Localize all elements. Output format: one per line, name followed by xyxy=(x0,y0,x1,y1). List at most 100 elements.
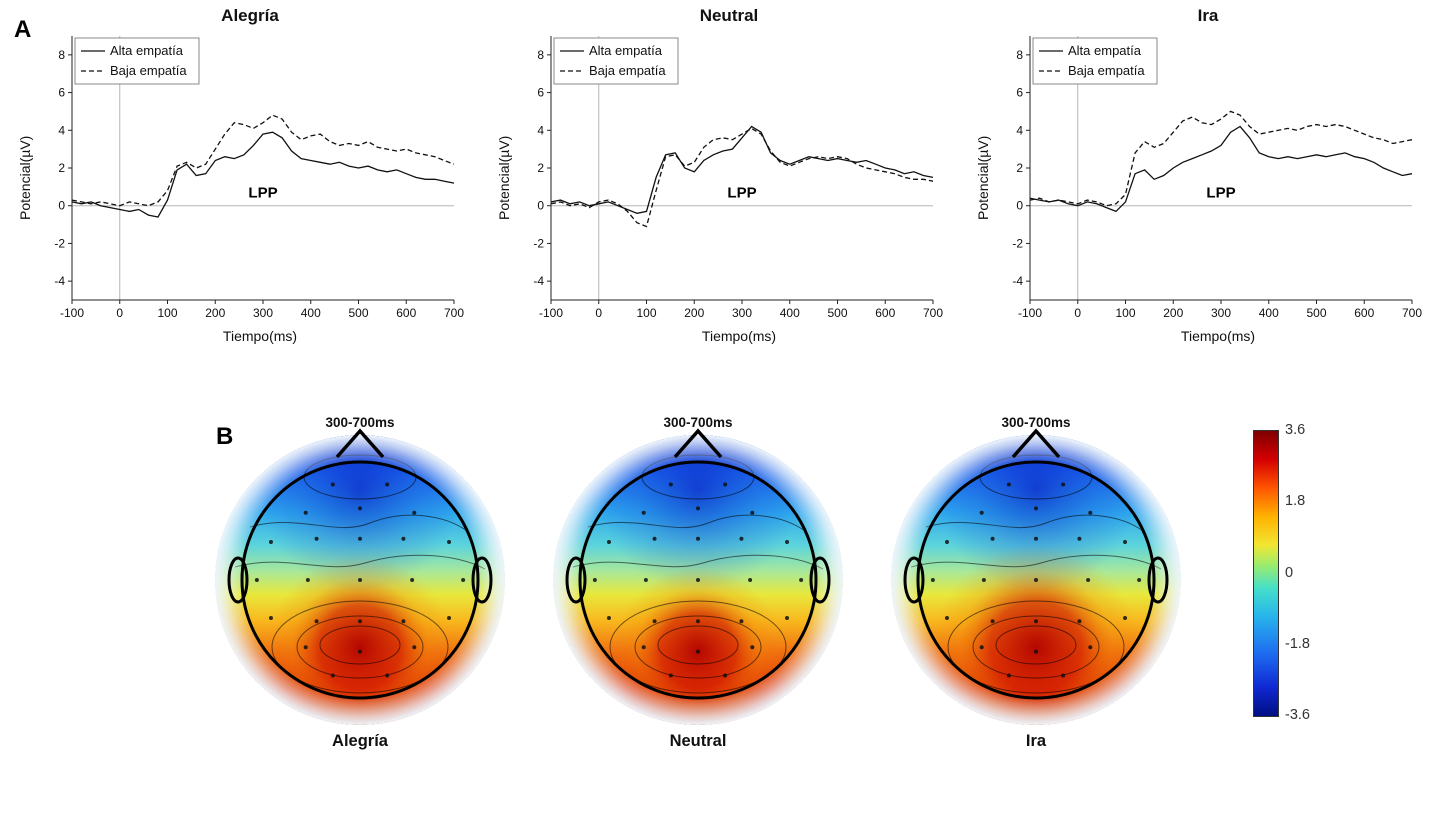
left-ear xyxy=(565,556,587,604)
right-ear xyxy=(809,556,831,604)
lpp-annotation: LPP xyxy=(1206,185,1235,202)
svg-text:-100: -100 xyxy=(539,306,563,320)
chart-title: Ira xyxy=(1197,6,1219,25)
colorbar-tick: -1.8 xyxy=(1285,635,1310,652)
svg-text:8: 8 xyxy=(58,48,65,62)
svg-text:400: 400 xyxy=(1259,306,1279,320)
x-axis-label: Tiempo(ms) xyxy=(222,328,298,344)
svg-text:-2: -2 xyxy=(54,236,65,250)
svg-text:Baja empatía: Baja empatía xyxy=(589,63,666,78)
nose-marker xyxy=(673,428,723,459)
y-axis-label: Potencial(µV) xyxy=(496,135,512,221)
svg-text:4: 4 xyxy=(537,123,544,137)
svg-text:0: 0 xyxy=(58,199,65,213)
colorbar-tick: -3.6 xyxy=(1285,707,1310,723)
chart-title: Neutral xyxy=(699,6,759,25)
svg-text:8: 8 xyxy=(537,48,544,62)
chart-title: Alegría xyxy=(221,6,279,25)
svg-text:200: 200 xyxy=(205,306,225,320)
svg-text:600: 600 xyxy=(396,306,416,320)
svg-text:300: 300 xyxy=(1211,306,1231,320)
erp-chart-ira: Ira Potencial(µV) -4 -2 0 2 4 6 8 -100 0 100 200 30… xyxy=(974,4,1429,380)
topomap-title: Neutral xyxy=(669,732,727,750)
svg-text:6: 6 xyxy=(537,86,544,100)
lpp-annotation: LPP xyxy=(727,185,756,202)
svg-text:300: 300 xyxy=(732,306,752,320)
erp-chart-neutral: Neutral Potencial(µV) -4 -2 0 2 4 6 8 -100 0 100 2… xyxy=(495,4,950,380)
svg-text:-4: -4 xyxy=(533,274,544,288)
svg-text:Alta empatía: Alta empatía xyxy=(1068,43,1142,58)
colorbar-ticks: 3.6 1.8 0 -1.8 -3.6 xyxy=(1285,422,1329,723)
svg-text:-4: -4 xyxy=(1012,274,1023,288)
svg-text:100: 100 xyxy=(1115,306,1135,320)
right-ear xyxy=(1147,556,1169,604)
panel-a-erp-row: Alegría Potencial(µV) -4 -2 0 2 4 6 8 -100 0 100 2… xyxy=(0,0,1435,380)
svg-text:2: 2 xyxy=(1016,161,1023,175)
erp-plot-neutral: -4 -2 0 2 4 6 8 -100 0 100 200 300 400 500 600 700 LPP Al… xyxy=(533,36,943,320)
svg-text:4: 4 xyxy=(1016,123,1023,137)
colorbar-tick: 0 xyxy=(1285,564,1294,581)
colorbar: 3.6 1.8 0 -1.8 -3.6 xyxy=(1253,422,1329,723)
svg-text:0: 0 xyxy=(595,306,602,320)
svg-text:500: 500 xyxy=(1306,306,1326,320)
svg-text:-100: -100 xyxy=(1018,306,1042,320)
svg-text:700: 700 xyxy=(444,306,464,320)
svg-text:-100: -100 xyxy=(60,306,84,320)
head-outline xyxy=(916,460,1156,700)
x-axis-label: Tiempo(ms) xyxy=(1180,328,1256,344)
svg-text:2: 2 xyxy=(537,161,544,175)
svg-text:0: 0 xyxy=(1074,306,1081,320)
erp-chart-alegria: Alegría Potencial(µV) -4 -2 0 2 4 6 8 -100 0 100 2… xyxy=(16,4,471,380)
topomap-title: Alegría xyxy=(332,732,388,750)
svg-text:-2: -2 xyxy=(533,236,544,250)
y-axis-label: Potencial(µV) xyxy=(17,135,33,221)
svg-text:200: 200 xyxy=(684,306,704,320)
x-axis-label: Tiempo(ms) xyxy=(701,328,777,344)
svg-text:0: 0 xyxy=(537,199,544,213)
y-axis-label: Potencial(µV) xyxy=(975,135,991,221)
svg-text:Baja empatía: Baja empatía xyxy=(1068,63,1145,78)
head-outline xyxy=(240,460,480,700)
scalp-map-neutral xyxy=(553,428,843,725)
svg-text:Baja empatía: Baja empatía xyxy=(110,63,187,78)
svg-text:700: 700 xyxy=(1402,306,1422,320)
topomap-neutral: 300-700ms Neutral xyxy=(543,415,853,751)
right-ear xyxy=(471,556,493,604)
svg-text:Alta empatía: Alta empatía xyxy=(110,43,184,58)
svg-text:500: 500 xyxy=(348,306,368,320)
svg-text:8: 8 xyxy=(1016,48,1023,62)
topomap-title: Ira xyxy=(1025,732,1047,750)
svg-text:600: 600 xyxy=(1354,306,1374,320)
topomap-alegria: 300-700ms Alegría xyxy=(205,415,515,751)
svg-text:400: 400 xyxy=(780,306,800,320)
svg-text:6: 6 xyxy=(58,86,65,100)
svg-text:6: 6 xyxy=(1016,86,1023,100)
scalp-map-ira xyxy=(891,428,1181,725)
svg-text:-4: -4 xyxy=(54,274,65,288)
panel-a-label: A xyxy=(14,16,32,43)
svg-text:600: 600 xyxy=(875,306,895,320)
svg-text:500: 500 xyxy=(827,306,847,320)
colorbar-tick: 3.6 xyxy=(1285,422,1306,438)
svg-text:200: 200 xyxy=(1163,306,1183,320)
svg-text:-2: -2 xyxy=(1012,236,1023,250)
svg-text:Alta empatía: Alta empatía xyxy=(589,43,663,58)
colorbar-gradient xyxy=(1253,430,1279,717)
svg-text:300: 300 xyxy=(253,306,273,320)
colorbar-tick: 1.8 xyxy=(1285,493,1306,510)
left-ear xyxy=(227,556,249,604)
time-window-label: 300-700ms xyxy=(325,415,395,430)
panel-b-label: B xyxy=(216,423,234,450)
erp-plot-ira: -4 -2 0 2 4 6 8 -100 0 100 200 300 400 500 600 700 LPP Al… xyxy=(1012,36,1422,320)
panel-b-topo-row: B 300-700ms Alegría 300-700ms Neutral 30… xyxy=(0,415,1435,751)
svg-text:4: 4 xyxy=(58,123,65,137)
lpp-annotation: LPP xyxy=(248,185,277,202)
scalp-map-alegria xyxy=(215,428,505,725)
svg-text:0: 0 xyxy=(116,306,123,320)
topomap-ira: 300-700ms Ira xyxy=(881,415,1191,751)
svg-text:700: 700 xyxy=(923,306,943,320)
head-outline xyxy=(578,460,818,700)
time-window-label: 300-700ms xyxy=(663,415,733,430)
erp-plot-alegria: -4 -2 0 2 4 6 8 -100 0 100 200 300 400 500 600 700 LPP Al… xyxy=(54,36,464,320)
nose-marker xyxy=(1011,428,1061,459)
